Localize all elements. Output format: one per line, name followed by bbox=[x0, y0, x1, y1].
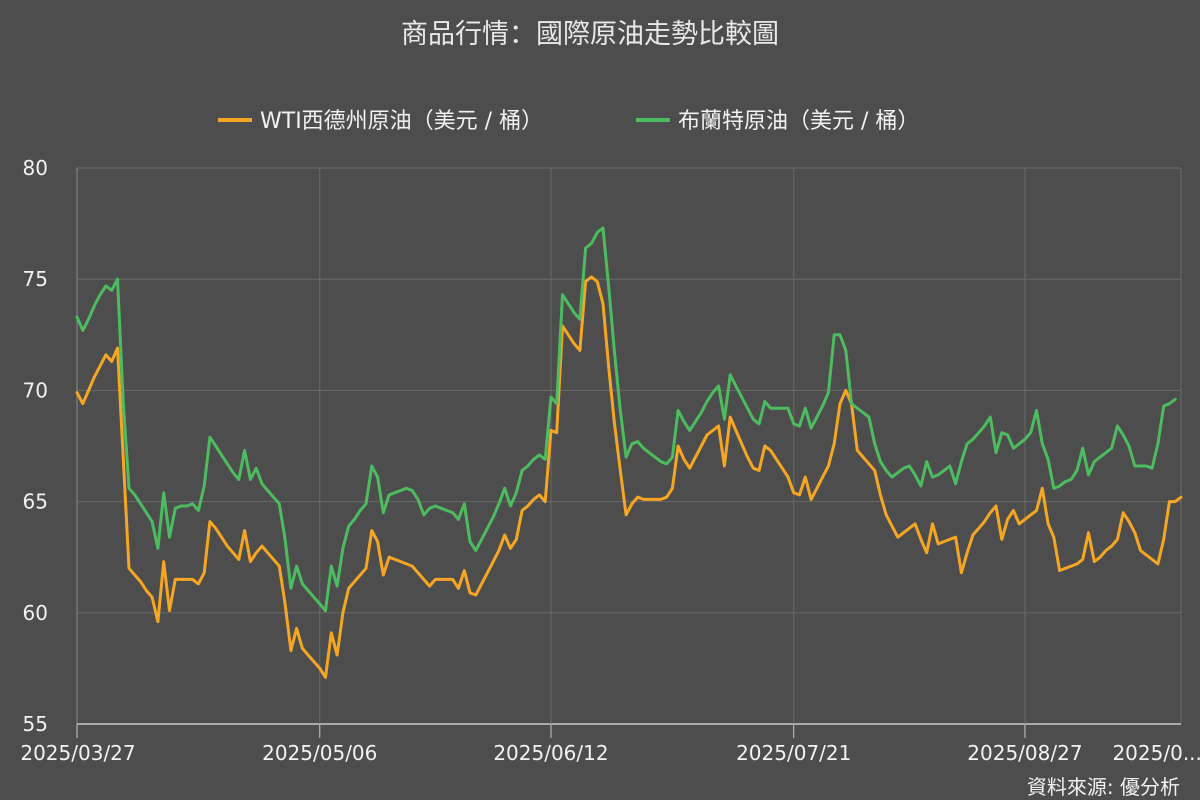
legend-item-wti[interactable]: WTI西德州原油（美元 / 桶） bbox=[218, 109, 543, 134]
series-line-wti bbox=[75, 275, 1183, 679]
chart-title: 商品行情：國際原油走勢比較圖 bbox=[401, 19, 779, 50]
legend-item-brent[interactable]: 布蘭特原油（美元 / 桶） bbox=[636, 109, 919, 134]
x-tick-label: 2025/03/27 bbox=[20, 741, 135, 765]
y-tick-label: 60 bbox=[23, 601, 48, 625]
x-tick-label: 2025/08/27 bbox=[967, 741, 1082, 765]
legend-label-brent: 布蘭特原油（美元 / 桶） bbox=[678, 109, 919, 134]
y-tick-label: 80 bbox=[23, 156, 48, 180]
x-tick-label: 2025/07/21 bbox=[736, 741, 851, 765]
x-tick-label: 2025/06/12 bbox=[493, 741, 608, 765]
legend-label-wti: WTI西德州原油（美元 / 桶） bbox=[260, 109, 543, 134]
y-tick-label: 55 bbox=[23, 712, 48, 736]
x-tick-label: 2025/0... bbox=[1112, 741, 1200, 765]
y-axis: 55 60 65 70 75 80 bbox=[23, 156, 48, 736]
y-tick-label: 70 bbox=[23, 378, 48, 402]
y-tick-label: 65 bbox=[23, 490, 48, 514]
x-tick-label: 2025/05/06 bbox=[262, 741, 377, 765]
source-note: 資料來源: 優分析 bbox=[1027, 775, 1180, 799]
x-axis: 2025/03/27 2025/05/06 2025/06/12 2025/07/21… bbox=[20, 741, 1200, 765]
legend: WTI西德州原油（美元 / 桶） 布蘭特原油（美元 / 桶） bbox=[218, 109, 919, 134]
y-tick-label: 75 bbox=[23, 267, 48, 291]
series-line-brent bbox=[75, 226, 1177, 613]
plot-series bbox=[75, 226, 1183, 679]
